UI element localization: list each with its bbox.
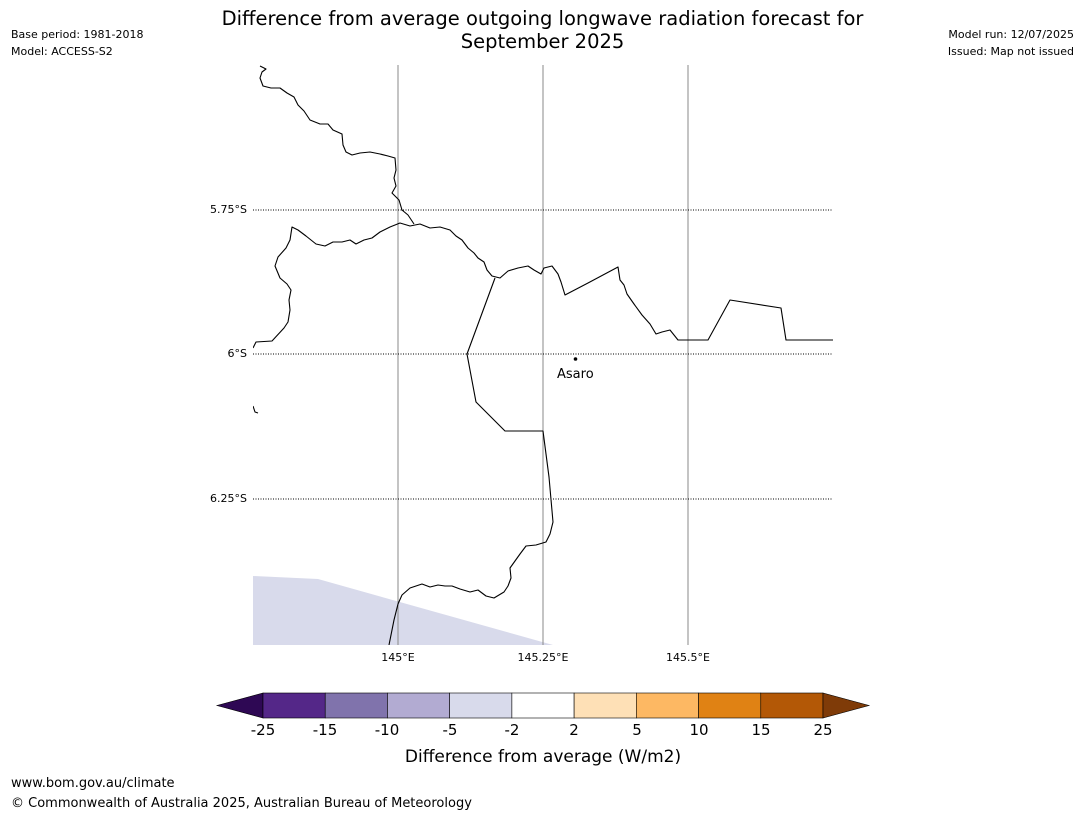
colorbar-bin — [387, 692, 450, 719]
province-boundaries — [253, 65, 833, 645]
colorbar-bin — [573, 692, 637, 719]
colorbar-tick-label: -15 — [313, 721, 338, 739]
colorbar-ticks: -25 -15 -10 -5 -2 2 5 10 15 25 — [251, 721, 833, 739]
colorbar-tick-label: -5 — [443, 721, 458, 739]
lon-label-145-5e: 145.5°E — [666, 651, 710, 664]
boundary-central — [253, 222, 833, 349]
anomaly-shade-region — [253, 576, 553, 645]
colorbar-tick-label: -2 — [505, 721, 520, 739]
issued-status: Issued: Map not issued — [947, 45, 1074, 58]
lon-label-145-25e: 145.25°E — [518, 651, 569, 664]
metadata-right: Model run: 12/07/2025 Issued: Map not is… — [948, 26, 1074, 60]
lon-label-145e: 145°E — [381, 651, 414, 664]
colorbar-tick-label: -10 — [375, 721, 400, 739]
footer-url: www.bom.gov.au/climate — [11, 776, 175, 791]
colorbar-bin — [324, 692, 388, 719]
colorbar-tick-label: 15 — [751, 721, 770, 739]
lat-label-5-75s: 5.75°S — [210, 203, 247, 216]
colorbar-bin — [636, 692, 699, 719]
colorbar-bin — [449, 692, 513, 719]
colorbar-tick-label: 5 — [632, 721, 642, 739]
lat-label-6s: 6°S — [228, 347, 247, 360]
colorbar-bin — [511, 692, 575, 719]
boundary-north — [259, 65, 415, 225]
asaro-marker — [573, 357, 578, 361]
colorbar-bin — [698, 692, 762, 719]
title-line-2: September 2025 — [460, 30, 625, 53]
colorbar — [215, 692, 871, 719]
colorbar-label: Difference from average (W/m2) — [405, 747, 681, 767]
lat-label-6-25s: 6.25°S — [210, 492, 247, 505]
map-title: Difference from average outgoing longwav… — [0, 7, 1085, 53]
model-run: Model run: 12/07/2025 — [948, 28, 1074, 41]
metadata-left: Base period: 1981-2018 Model: ACCESS-S2 — [11, 26, 143, 60]
base-period: Base period: 1981-2018 — [11, 28, 144, 41]
model-name: Model: ACCESS-S2 — [11, 45, 113, 58]
asaro-label: Asaro — [557, 367, 594, 382]
boundary-east-west — [388, 277, 554, 645]
title-line-1: Difference from average outgoing longwav… — [221, 7, 864, 30]
colorbar-tick-label: 10 — [689, 721, 708, 739]
colorbar-tick-label: 25 — [813, 721, 832, 739]
colorbar-tick-label: 2 — [569, 721, 579, 739]
colorbar-extend-high — [822, 692, 871, 719]
colorbar-bin — [262, 692, 326, 719]
colorbar-bin — [760, 692, 824, 719]
footer-copyright: © Commonwealth of Australia 2025, Austra… — [11, 796, 472, 811]
colorbar-extend-low — [215, 692, 264, 719]
colorbar-tick-label: -25 — [251, 721, 276, 739]
map-area — [253, 65, 833, 645]
boundary-fragment — [253, 405, 259, 414]
